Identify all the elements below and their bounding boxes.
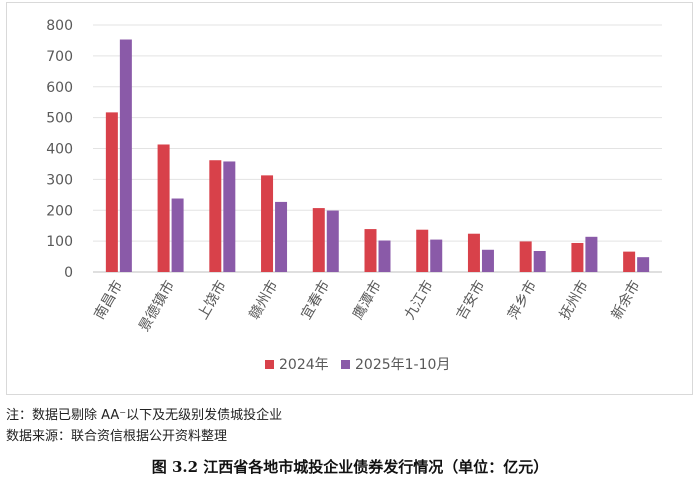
- x-tick-label: 九江市: [401, 278, 437, 323]
- x-tick-label: 赣州市: [246, 278, 282, 323]
- bar-series-2: [481, 249, 494, 272]
- legend-swatch: [341, 360, 350, 369]
- bar-series-1: [312, 208, 325, 272]
- bar-series-2: [171, 198, 184, 272]
- bar-series-2: [378, 240, 391, 272]
- bar-series-1: [467, 233, 480, 272]
- bar-series-1: [157, 144, 170, 272]
- x-tick-label: 南昌市: [91, 278, 127, 323]
- bar-series-1: [416, 229, 429, 272]
- bar-series-2: [119, 39, 132, 273]
- bar-series-1: [519, 241, 532, 272]
- y-tick-label: 800: [46, 18, 73, 34]
- chart-frame: 0 100 200 300 400 500 600 700 800 南昌市 景德镇市 上饶市 赣州市 宜春…: [6, 2, 693, 395]
- y-tick-label: 300: [46, 172, 73, 188]
- bar-series-2: [533, 251, 546, 272]
- bar-chart: 0 100 200 300 400 500 600 700 800 南昌市 景德镇市 上饶市 赣州市 宜春…: [46, 18, 662, 373]
- bar-series-1: [364, 229, 377, 272]
- bar-series-1: [261, 175, 274, 272]
- bar-series-1: [623, 251, 636, 272]
- data-source: 数据来源：联合资信根据公开资料整理: [6, 429, 228, 444]
- y-tick-label: 500: [46, 111, 73, 127]
- bar-series-2: [637, 257, 650, 272]
- bar-series-2: [585, 236, 598, 272]
- y-tick-label: 100: [46, 234, 73, 250]
- x-tick-label: 吉安市: [453, 278, 489, 323]
- bar-series-2: [275, 201, 288, 272]
- bar-series-2: [430, 239, 443, 272]
- x-tick-label: 景德镇市: [135, 278, 178, 335]
- bar-series-1: [571, 242, 584, 272]
- figure-caption: 图 3.2 江西省各地市城投企业债券发行情况（单位：亿元）: [151, 458, 549, 476]
- bar-series-2: [326, 210, 339, 272]
- x-tick-label: 上饶市: [194, 278, 230, 323]
- y-tick-label: 400: [46, 142, 73, 158]
- x-tick-label: 抚州市: [556, 278, 592, 323]
- x-tick-label: 鹰潭市: [349, 278, 385, 323]
- x-tick-label: 萍乡市: [504, 278, 540, 323]
- legend-swatch: [265, 360, 274, 369]
- x-tick-label: 宜春市: [298, 278, 334, 323]
- legend-label: 2024年: [279, 357, 329, 373]
- bar-series-1: [209, 160, 222, 272]
- legend-label: 2025年1-10月: [355, 357, 450, 373]
- bar-series-2: [223, 161, 236, 272]
- y-tick-label: 0: [64, 265, 73, 281]
- y-tick-label: 200: [46, 203, 73, 219]
- y-tick-label: 600: [46, 80, 73, 96]
- bar-series-1: [105, 112, 118, 272]
- x-tick-label: 新余市: [608, 278, 644, 323]
- y-tick-label: 700: [46, 49, 73, 65]
- chart-note: 注：数据已剔除 AA⁻以下及无级别发债城投企业: [6, 408, 283, 423]
